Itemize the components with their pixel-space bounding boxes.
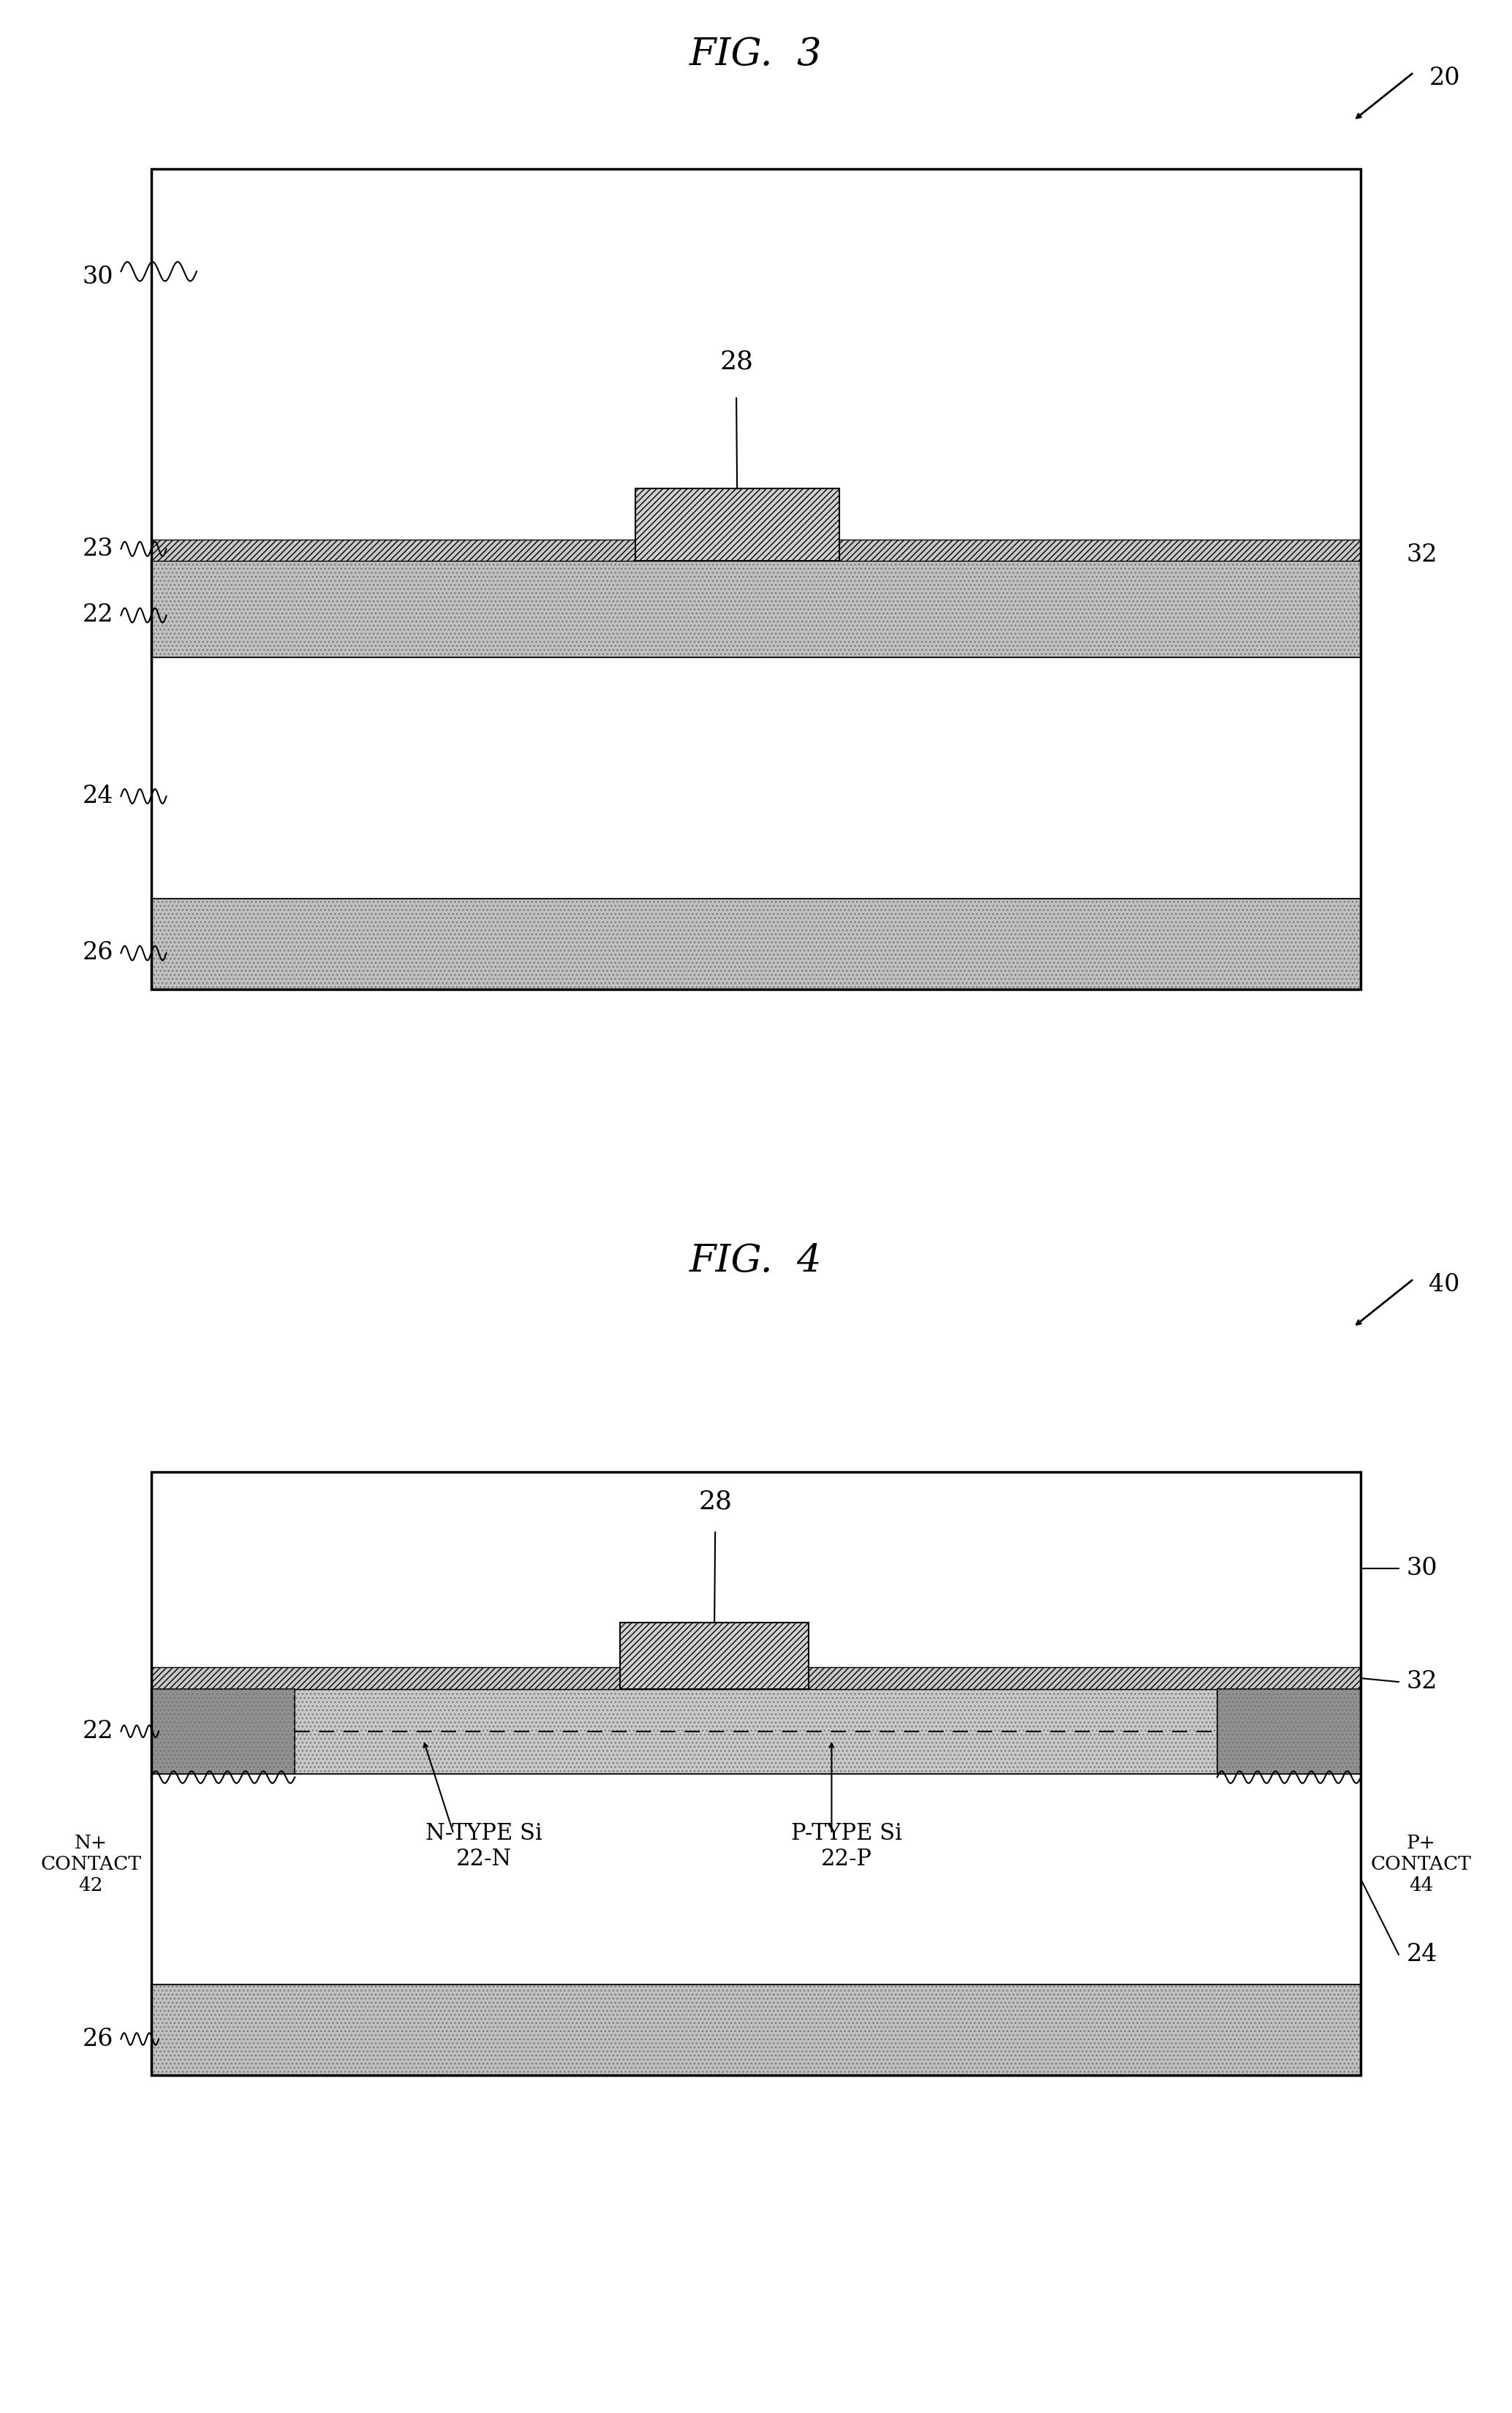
Bar (151, 1689, 295, 1774)
Bar (151, 656, 1361, 900)
Text: 32: 32 (1406, 1670, 1438, 1694)
Text: N+
CONTACT
42: N+ CONTACT 42 (41, 1834, 141, 1894)
Text: P+
CONTACT
44: P+ CONTACT 44 (1371, 1834, 1471, 1894)
Text: FIG.  4: FIG. 4 (689, 1243, 823, 1279)
Bar (151, 1983, 1361, 2075)
Bar (151, 562, 1361, 656)
Bar (151, 1774, 1361, 1983)
Text: N-TYPE Si
22-N: N-TYPE Si 22-N (425, 1822, 543, 1870)
Text: 22: 22 (82, 603, 113, 627)
Bar (151, 1689, 1361, 1774)
Text: P-TYPE Si
22-P: P-TYPE Si 22-P (791, 1822, 903, 1870)
Text: 24: 24 (83, 784, 113, 808)
Bar (151, 1983, 1361, 2075)
Text: 20: 20 (1429, 65, 1461, 89)
Bar (151, 1689, 1361, 1774)
Text: 28: 28 (699, 1489, 732, 1515)
Text: 30: 30 (1406, 1556, 1438, 1581)
Bar (151, 562, 1361, 656)
Text: 30: 30 (82, 265, 113, 290)
Bar (151, 1689, 295, 1774)
Bar (151, 900, 1361, 989)
Bar (635, 487, 839, 562)
Bar (151, 1667, 1361, 1689)
Text: FIG.  3: FIG. 3 (689, 36, 823, 72)
Bar (151, 169, 1361, 989)
Text: 26: 26 (82, 941, 113, 965)
Bar (151, 1472, 1361, 2075)
Bar (151, 900, 1361, 989)
Bar (620, 1622, 809, 1689)
Text: 26: 26 (82, 2027, 113, 2051)
Text: 40: 40 (1429, 1274, 1461, 1296)
Text: 24: 24 (1406, 1942, 1436, 1967)
Bar (1217, 1689, 1361, 1774)
Text: 32: 32 (1406, 543, 1438, 567)
Text: 23: 23 (82, 538, 113, 560)
Bar (1217, 1689, 1361, 1774)
Text: 22: 22 (82, 1720, 113, 1742)
Bar (151, 541, 1361, 562)
Text: 28: 28 (720, 350, 753, 374)
